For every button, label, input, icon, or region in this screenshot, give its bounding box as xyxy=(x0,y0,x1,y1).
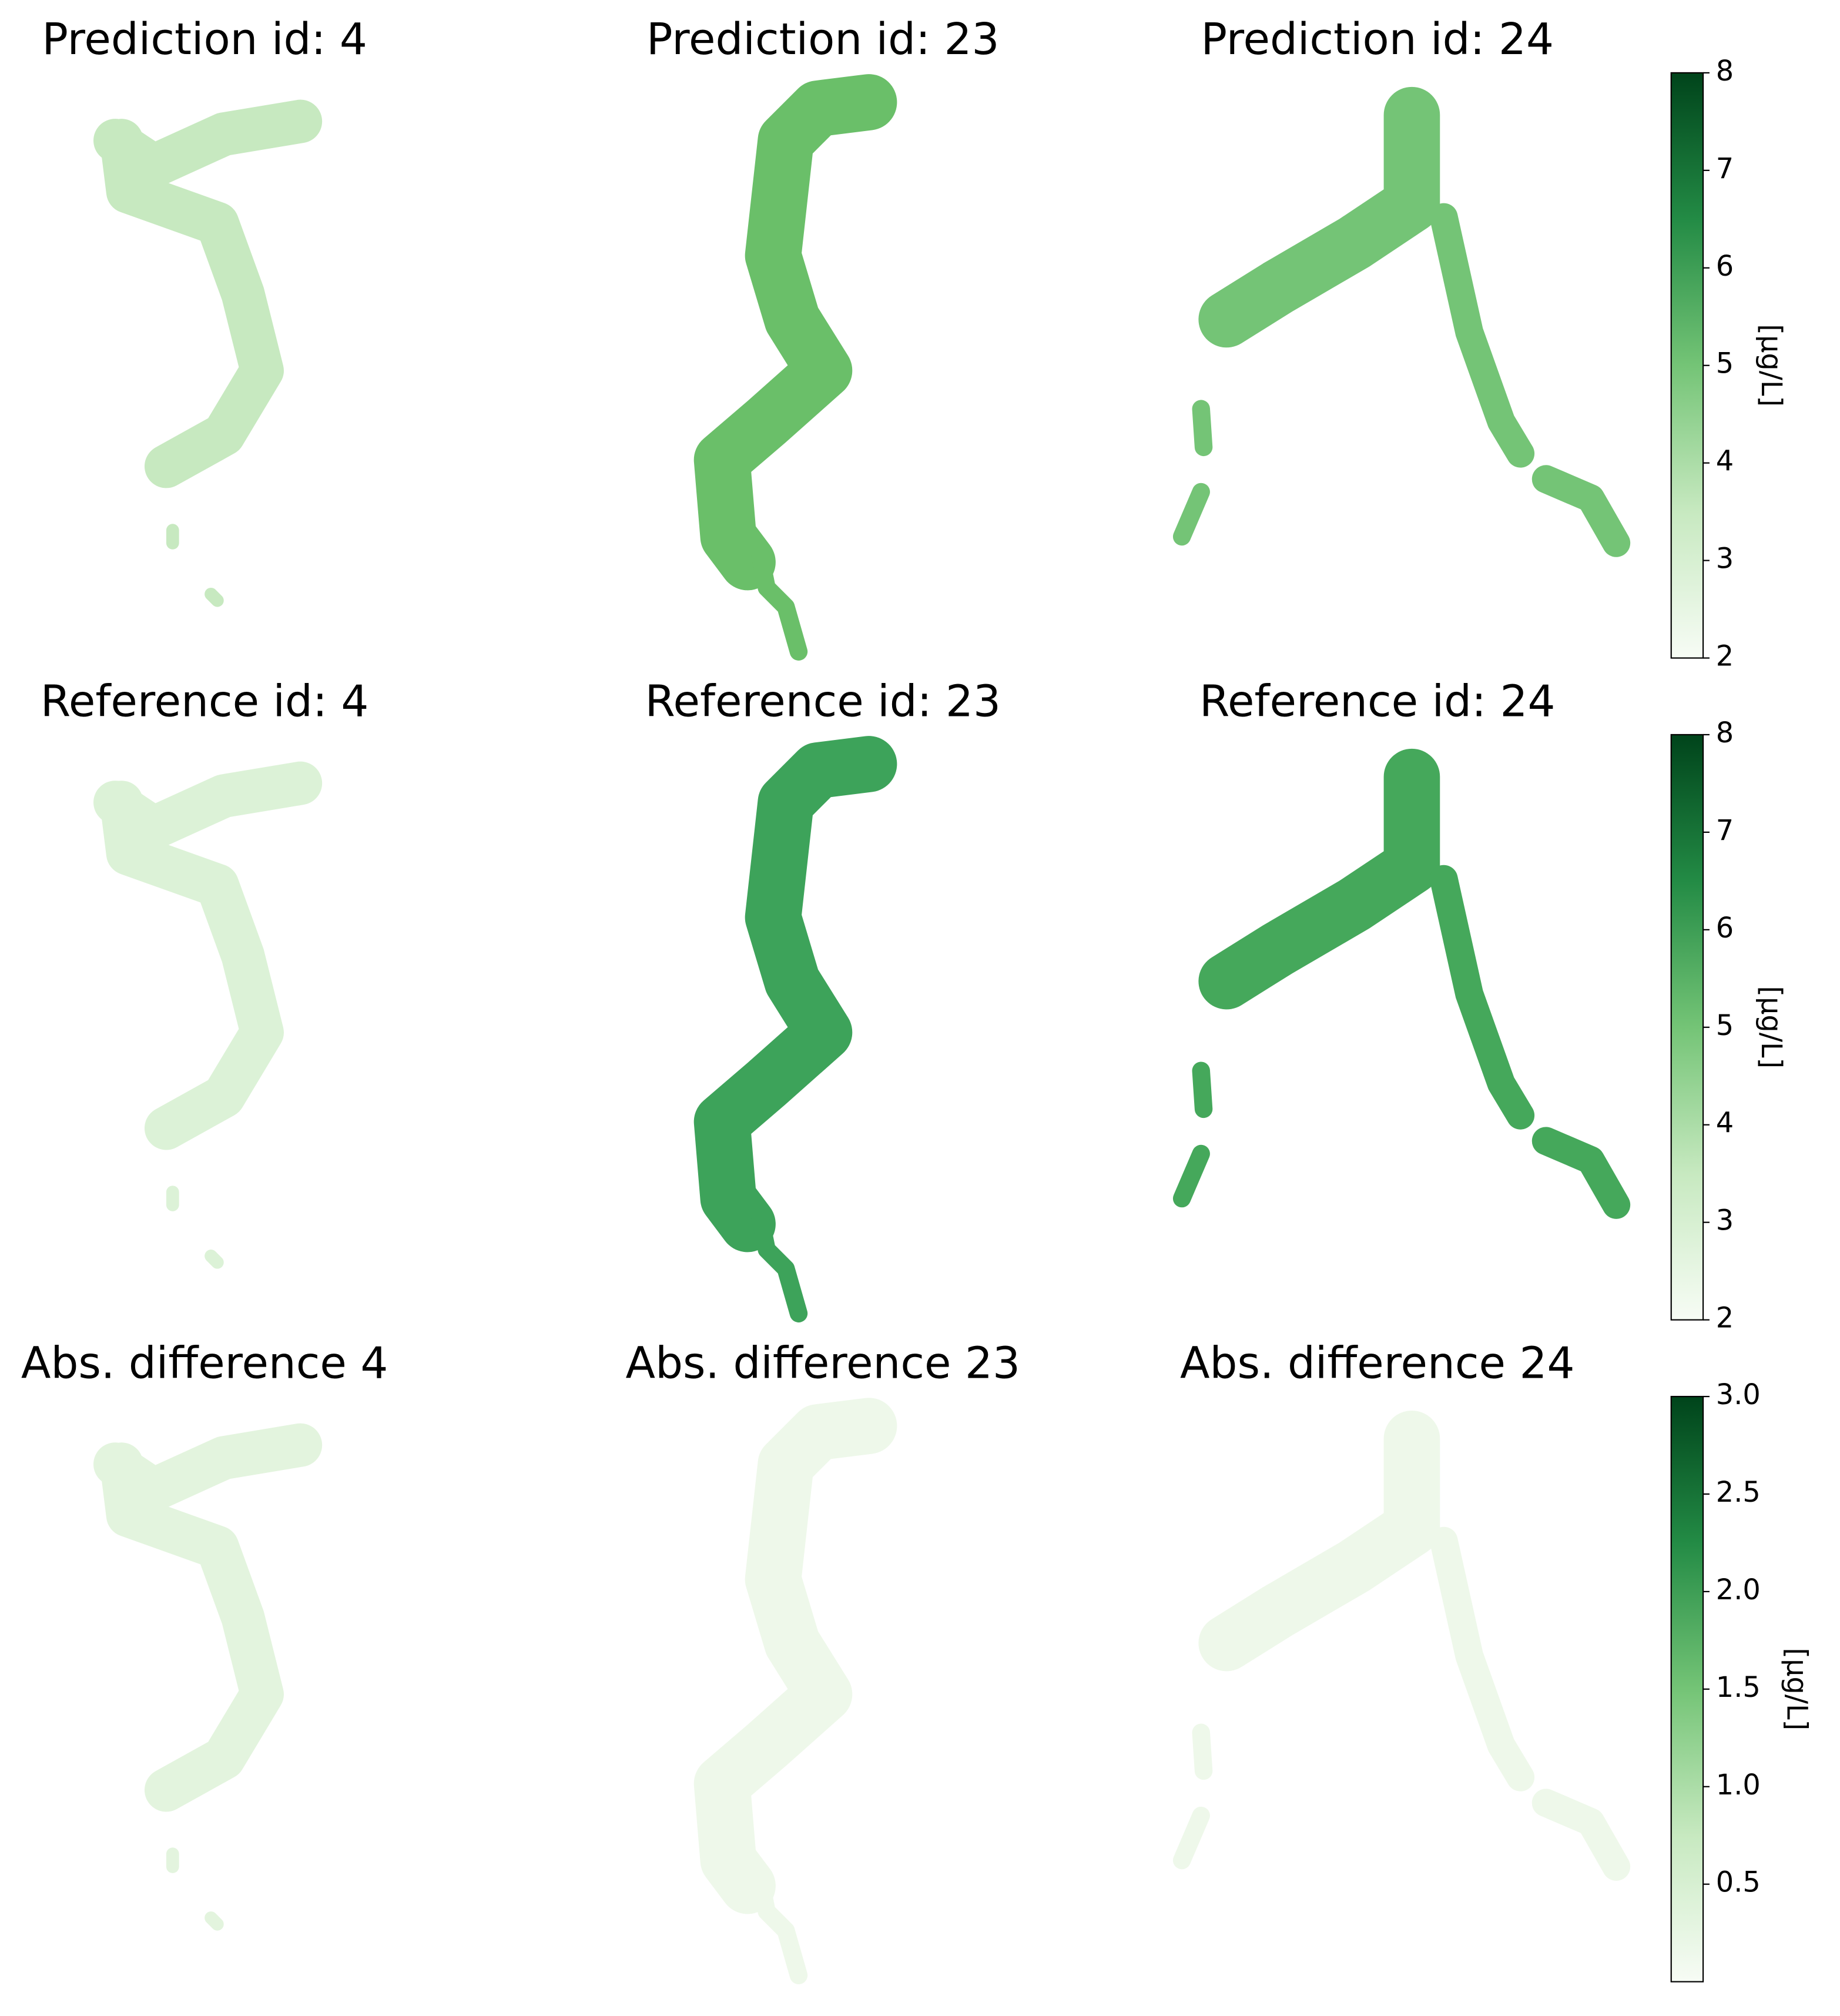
panel-title: Prediction id: 4 xyxy=(42,14,367,65)
map xyxy=(93,761,323,1269)
lake-shape xyxy=(1198,1410,1440,1672)
tick-label: 3 xyxy=(1716,1205,1734,1237)
lake-shape xyxy=(693,74,897,591)
tick-label: 8 xyxy=(1716,717,1734,749)
lake-shape xyxy=(751,1870,808,1985)
tick-label: 7 xyxy=(1716,815,1734,847)
lake-shape xyxy=(751,1208,808,1322)
panel-title: Prediction id: 23 xyxy=(646,14,1000,65)
lake-shape xyxy=(1429,865,1631,1219)
colorbar xyxy=(1670,1395,1704,1982)
tick-label: 2 xyxy=(1716,1302,1734,1335)
panel-title: Abs. difference 4 xyxy=(21,1338,388,1388)
tick-label: 6 xyxy=(1716,250,1734,283)
lake-shape xyxy=(1172,1061,1213,1208)
panel-title: Prediction id: 24 xyxy=(1201,14,1554,65)
lake-shape xyxy=(1429,203,1631,557)
lake-shape xyxy=(751,547,808,661)
lake-shape xyxy=(166,1847,224,1931)
lake-shape xyxy=(93,1423,323,1812)
colorbar-label: [µg/L] xyxy=(1755,324,1787,407)
lake-shape xyxy=(1198,748,1440,1010)
panel-title: Reference id: 4 xyxy=(41,676,369,726)
lake-shape xyxy=(1198,86,1440,348)
lake-shape xyxy=(1429,1526,1631,1881)
map xyxy=(1172,86,1631,557)
panel-title: Abs. difference 23 xyxy=(626,1338,1021,1388)
map xyxy=(693,736,897,1322)
tick-label: 6 xyxy=(1716,912,1734,945)
colorbar xyxy=(1670,734,1704,1321)
tick-label: 7 xyxy=(1716,153,1734,185)
lake-shape xyxy=(1172,400,1213,546)
lake-shape xyxy=(166,524,224,607)
lake-shape xyxy=(166,1186,224,1269)
panel-title: Abs. difference 24 xyxy=(1180,1338,1575,1388)
colorbar xyxy=(1670,72,1704,659)
colorbar-label: [µg/L] xyxy=(1755,986,1787,1069)
lake-shape xyxy=(93,761,323,1150)
panel-title: Reference id: 23 xyxy=(645,676,1001,726)
map xyxy=(693,74,897,661)
tick-label: 5 xyxy=(1716,1010,1734,1042)
lake-shape xyxy=(693,1398,897,1914)
tick-label: 4 xyxy=(1716,1107,1734,1140)
lake-shape xyxy=(1172,1723,1213,1870)
tick-label: 2.5 xyxy=(1716,1476,1761,1509)
tick-label: 3.0 xyxy=(1716,1379,1761,1411)
tick-label: 5 xyxy=(1716,348,1734,380)
tick-label: 1.0 xyxy=(1716,1769,1761,1801)
tick-label: 0.5 xyxy=(1716,1867,1761,1899)
map xyxy=(93,99,323,607)
map xyxy=(1172,1410,1631,1881)
tick-label: 8 xyxy=(1716,55,1734,88)
lake-shape xyxy=(693,736,897,1253)
map xyxy=(1172,748,1631,1219)
tick-label: 1.5 xyxy=(1716,1672,1761,1704)
tick-label: 2 xyxy=(1716,641,1734,673)
lake-shape xyxy=(93,99,323,488)
panel-title: Reference id: 24 xyxy=(1199,676,1556,726)
map xyxy=(693,1398,897,1985)
map xyxy=(93,1423,323,1931)
tick-label: 4 xyxy=(1716,446,1734,478)
tick-label: 2.0 xyxy=(1716,1574,1761,1606)
tick-label: 3 xyxy=(1716,543,1734,575)
colorbar-label: [µg/L] xyxy=(1781,1647,1813,1730)
